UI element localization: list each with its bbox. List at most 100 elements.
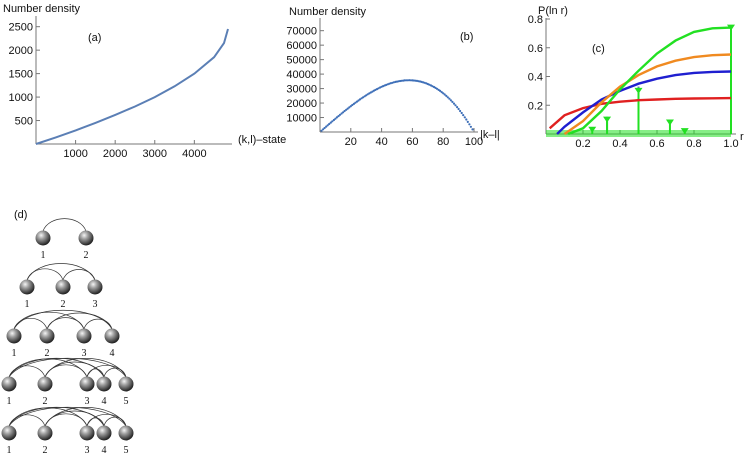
d-node-label: 4 xyxy=(102,445,107,456)
panel-b: Number density (b) |k–l| 20 40 60 80 100 1000… xyxy=(286,6,499,148)
a-x-tick-label: 2000 xyxy=(103,148,127,160)
b-data-point xyxy=(354,101,357,104)
b-x-tick-label: 40 xyxy=(375,136,387,148)
b-data-point xyxy=(331,120,334,123)
d-node xyxy=(55,279,71,295)
d-arc xyxy=(44,364,88,378)
d-node-label: 3 xyxy=(85,396,90,407)
b-data-point xyxy=(460,111,463,115)
b-data-point xyxy=(334,117,337,120)
b-data-point xyxy=(348,106,351,109)
d-node-label: 5 xyxy=(124,396,129,407)
d-arc xyxy=(103,367,127,378)
a-y-tick-label: 500 xyxy=(15,116,33,128)
d-node-label: 2 xyxy=(84,250,89,261)
d-node-label: 1 xyxy=(7,445,12,456)
d-node-label: 2 xyxy=(43,396,48,407)
d-arc xyxy=(8,407,88,427)
b-data-point xyxy=(335,116,338,119)
a-y-tick-label: 2000 xyxy=(9,45,33,57)
d-node xyxy=(79,425,95,441)
b-data-point xyxy=(338,113,342,116)
c-series-line xyxy=(567,26,732,136)
b-x-tick-label: 20 xyxy=(345,136,357,148)
d-node xyxy=(19,279,35,295)
d-node-label: 1 xyxy=(41,250,46,261)
b-data-point xyxy=(332,118,335,122)
b-data-point xyxy=(349,105,352,108)
b-data-point xyxy=(462,114,465,117)
b-data-point xyxy=(445,94,448,97)
b-data-point xyxy=(320,129,323,132)
a-x-tick-label: 3000 xyxy=(143,148,167,160)
b-data-point xyxy=(452,102,456,105)
d-node-label: 4 xyxy=(102,396,107,407)
d-node xyxy=(35,230,51,246)
d-arc xyxy=(26,263,96,281)
c-stem-marker xyxy=(680,128,689,135)
b-data-point xyxy=(446,96,449,99)
d-arc xyxy=(62,269,96,281)
b-data-point xyxy=(340,112,343,115)
d-arc xyxy=(86,413,127,427)
b-axes: 20 40 60 80 100 10000 20000 30000 40000 50000 6000… xyxy=(286,18,483,148)
d-arc xyxy=(103,416,127,427)
c-x-tick-label: 0.2 xyxy=(575,138,590,150)
a-x-tick-label: 1000 xyxy=(63,148,87,160)
b-data-point xyxy=(366,93,369,96)
c-stem-marker xyxy=(665,119,674,126)
d-node xyxy=(79,376,95,392)
d-arc xyxy=(44,361,105,378)
d-node xyxy=(6,328,22,344)
a-y-tick-label: 2500 xyxy=(9,22,33,34)
d-arc xyxy=(8,406,105,427)
d-node-label: 1 xyxy=(12,348,17,359)
b-data-point xyxy=(352,102,355,105)
b-y-tick-label: 20000 xyxy=(286,98,317,110)
c-y-tick-label: 0.8 xyxy=(528,14,543,26)
b-data-point xyxy=(337,115,340,118)
b-data-point xyxy=(471,128,474,131)
b-data-point xyxy=(322,128,325,131)
c-x-tick-label: 0.6 xyxy=(649,138,664,150)
d-arc xyxy=(13,309,113,330)
a-x-tick-label: 4000 xyxy=(182,148,206,160)
b-x-tick-label: 80 xyxy=(437,136,449,148)
panel-d: (d) 1 2 1 2 3 1 2 3 4 1 2 3 4 5 1 2 3 4 5 xyxy=(1,209,134,456)
d-node-label: 5 xyxy=(124,445,129,456)
b-data-point xyxy=(323,126,326,130)
b-data-point xyxy=(369,91,372,94)
b-data-point xyxy=(326,124,329,127)
panel-c: P(ln r) (c) r 0.2 0.4 0.6 0.8 1.00.20.40.60.… xyxy=(528,5,744,150)
c-x-tick-label: 0.8 xyxy=(686,138,701,150)
a-ylabel: Number density xyxy=(3,3,81,15)
d-arc xyxy=(44,410,105,427)
b-xlabel: |k–l| xyxy=(480,129,500,141)
b-data-point xyxy=(448,97,451,100)
b-y-tick-label: 70000 xyxy=(286,26,317,38)
d-node xyxy=(96,376,112,392)
a-xlabel: (k,l)–state xyxy=(238,134,286,146)
d-node xyxy=(104,328,120,344)
d-node xyxy=(78,230,94,246)
c-lines xyxy=(546,24,735,137)
b-data-point xyxy=(439,89,442,92)
d-arc xyxy=(8,357,105,378)
c-axes: 0.2 0.4 0.6 0.8 1.0 0.2 0.4 0.6 0.8 xyxy=(528,14,739,150)
d-arc xyxy=(8,358,88,378)
b-y-tick-label: 60000 xyxy=(286,40,317,52)
b-data-point xyxy=(457,107,460,111)
d-arc xyxy=(86,364,127,378)
b-x-tick-label: 100 xyxy=(465,136,483,148)
d-arc xyxy=(13,317,48,330)
d-arc xyxy=(8,357,127,378)
d-arc xyxy=(8,406,127,427)
c-ylabel: P(ln r) xyxy=(538,5,568,17)
b-y-tick-label: 10000 xyxy=(286,113,317,125)
b-data-point xyxy=(442,92,445,95)
c-x-tick-label: 0.4 xyxy=(612,138,627,150)
d-node xyxy=(118,425,134,441)
d-node-label: 1 xyxy=(25,299,30,310)
a-series-line xyxy=(35,28,229,145)
